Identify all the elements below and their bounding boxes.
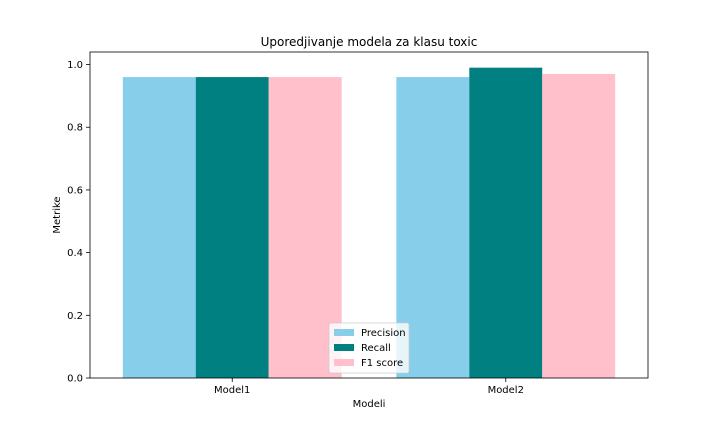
- y-tick-label: 0.0: [67, 374, 83, 385]
- bar-f1-score-model2: [542, 73, 616, 378]
- y-tick-label: 0.4: [67, 248, 83, 259]
- y-tick-label: 0.6: [67, 185, 83, 196]
- legend-swatch-recall: [334, 344, 354, 351]
- legend-swatch-f1-score: [334, 359, 354, 366]
- x-tick-label: Model1: [214, 385, 250, 396]
- bars-group: [122, 67, 616, 379]
- y-tick-label: 1.0: [67, 60, 83, 71]
- legend-label: Recall: [361, 343, 391, 354]
- y-axis-label: Metrike: [52, 196, 63, 233]
- chart-title: Uporedjivanje modela za klasu toxic: [261, 35, 478, 49]
- bar-recall-model1: [195, 77, 269, 379]
- legend-swatch-precision: [334, 329, 354, 336]
- x-axis: Model1 Model2: [214, 378, 524, 396]
- bar-precision-model1: [122, 77, 196, 379]
- y-tick-label: 0.8: [67, 123, 83, 134]
- legend-label: Precision: [361, 328, 406, 339]
- y-tick-label: 0.2: [67, 311, 83, 322]
- legend: Precision Recall F1 score: [328, 322, 410, 374]
- y-axis: 0.0 0.2 0.4 0.6 0.8 1.0: [67, 60, 90, 385]
- x-tick-label: Model2: [488, 385, 524, 396]
- bar-recall-model2: [469, 67, 543, 378]
- plot-area-frame: [89, 51, 649, 379]
- x-axis-label: Modeli: [353, 399, 386, 410]
- legend-label: F1 score: [361, 358, 403, 369]
